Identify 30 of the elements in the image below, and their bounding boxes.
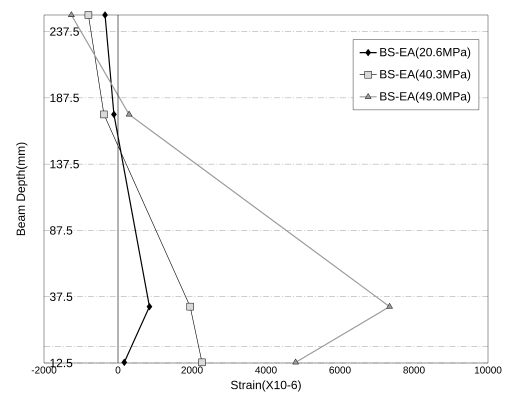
y-tick-label: 12.5 [50,358,72,368]
x-tick-label: 4000 [255,366,277,374]
point [198,358,206,366]
point [126,110,132,116]
x-tick-label: 0 [116,366,120,374]
y-tick-label: 237.5 [50,27,79,36]
x-tick-label: 10000 [474,366,502,374]
x-tick-label: 2000 [181,366,203,374]
y-axis-title: Beam Depth(mm) [16,142,28,236]
x-tick-label: -2000 [32,366,56,374]
point [146,302,152,310]
y-tick-label: 137.5 [50,160,79,168]
point [386,302,393,309]
x-axis-title: Strain(X10-6) [231,380,301,392]
legend-label: BS-EA(20.6MPa) [380,48,470,59]
x-tick-label: 6000 [329,366,351,374]
point [100,110,108,118]
x-tick-label: 8000 [403,366,425,374]
legend-label: BS-EA(40.3MPa) [380,70,470,81]
point [102,11,108,19]
y-tick-label: 87.5 [50,226,72,235]
point [68,11,75,17]
point [121,358,128,366]
point [292,358,299,364]
point [84,11,92,19]
point [186,302,194,310]
y-tick-label: 187.5 [50,94,79,102]
point [111,110,117,118]
y-tick-label: 37.5 [50,292,72,301]
legend-label: BS-EA(49.0MPa) [380,92,470,103]
